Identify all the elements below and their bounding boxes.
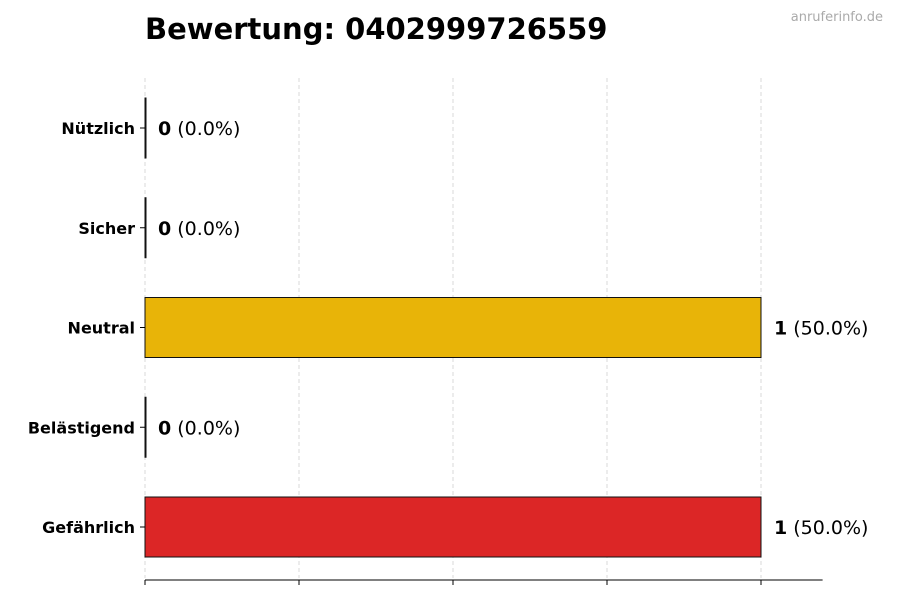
value-label: 0: [158, 417, 171, 439]
category-label: Neutral: [68, 319, 135, 338]
value-label: 0: [158, 118, 171, 140]
percent-label: (0.0%): [171, 218, 240, 240]
data-label: 0 (0.0%): [158, 118, 240, 140]
chart-title: Bewertung: 0402999726559: [145, 12, 608, 46]
percent-label: (0.0%): [171, 417, 240, 439]
data-label: 0 (0.0%): [158, 417, 240, 439]
value-label: 1: [774, 517, 787, 539]
bar-gefährlich: [144, 496, 762, 558]
data-label: 1 (50.0%): [774, 318, 868, 340]
bar-neutral: [144, 297, 762, 358]
percent-label: (0.0%): [171, 118, 240, 140]
bar-sicher: [144, 197, 147, 259]
watermark: anruferinfo.de: [790, 10, 883, 25]
category-label: Gefährlich: [42, 518, 135, 537]
data-label: 1 (50.0%): [774, 517, 868, 539]
category-label: Belästigend: [28, 418, 135, 437]
data-label: 0 (0.0%): [158, 218, 240, 240]
category-label: Sicher: [78, 219, 135, 238]
percent-label: (50.0%): [787, 517, 868, 539]
bar-belästigend: [144, 396, 147, 458]
value-label: 0: [158, 218, 171, 240]
category-label: Nützlich: [61, 119, 135, 138]
value-label: 1: [774, 318, 787, 340]
percent-label: (50.0%): [787, 318, 868, 340]
bar-nützlich: [144, 97, 147, 159]
